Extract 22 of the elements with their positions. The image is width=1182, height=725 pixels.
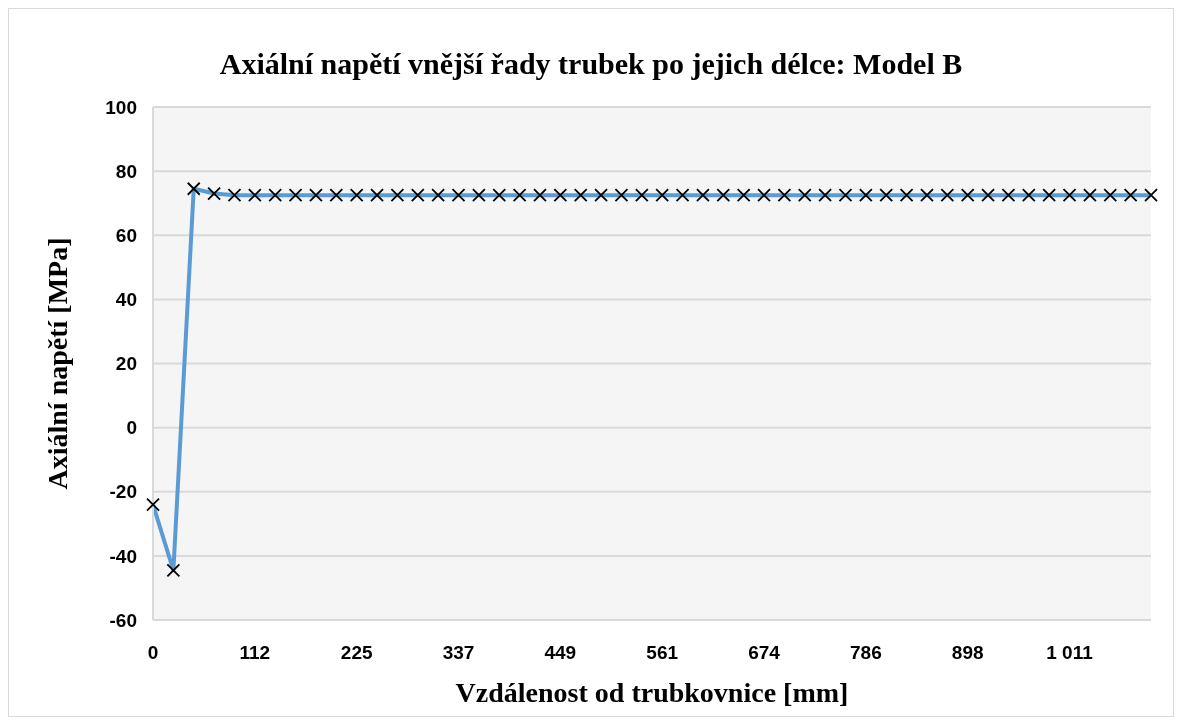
x-tick-label: 898 — [951, 642, 984, 664]
y-tick-label: -20 — [109, 481, 137, 503]
y-tick-label: 100 — [105, 96, 137, 118]
y-tick-label: -60 — [109, 609, 137, 631]
x-tick-label: 112 — [239, 642, 271, 664]
y-axis-title: Axiální napětí [MPa] — [41, 237, 73, 490]
x-tick-label: 449 — [544, 642, 577, 664]
y-tick-label: -40 — [109, 545, 137, 567]
y-tick-label: 40 — [115, 289, 137, 311]
x-tick-label: 0 — [147, 642, 159, 664]
chart-title: Axiální napětí vnější řady trubek po jejich délce: Model B — [218, 47, 964, 81]
x-tick-label: 786 — [850, 642, 882, 664]
x-tick-label: 674 — [748, 642, 781, 664]
x-axis-title: Vzdálenost od trubkovnice [mm] — [455, 677, 849, 708]
x-tick-label: 1 011 — [1046, 642, 1094, 664]
y-tick-label: 80 — [115, 160, 137, 182]
x-tick-label: 561 — [646, 642, 679, 664]
x-tick-label: 337 — [442, 642, 475, 664]
x-tick-label: 225 — [340, 642, 373, 664]
y-tick-label: 60 — [115, 224, 137, 246]
y-tick-label: 0 — [126, 417, 137, 439]
y-tick-label: 20 — [115, 353, 137, 375]
